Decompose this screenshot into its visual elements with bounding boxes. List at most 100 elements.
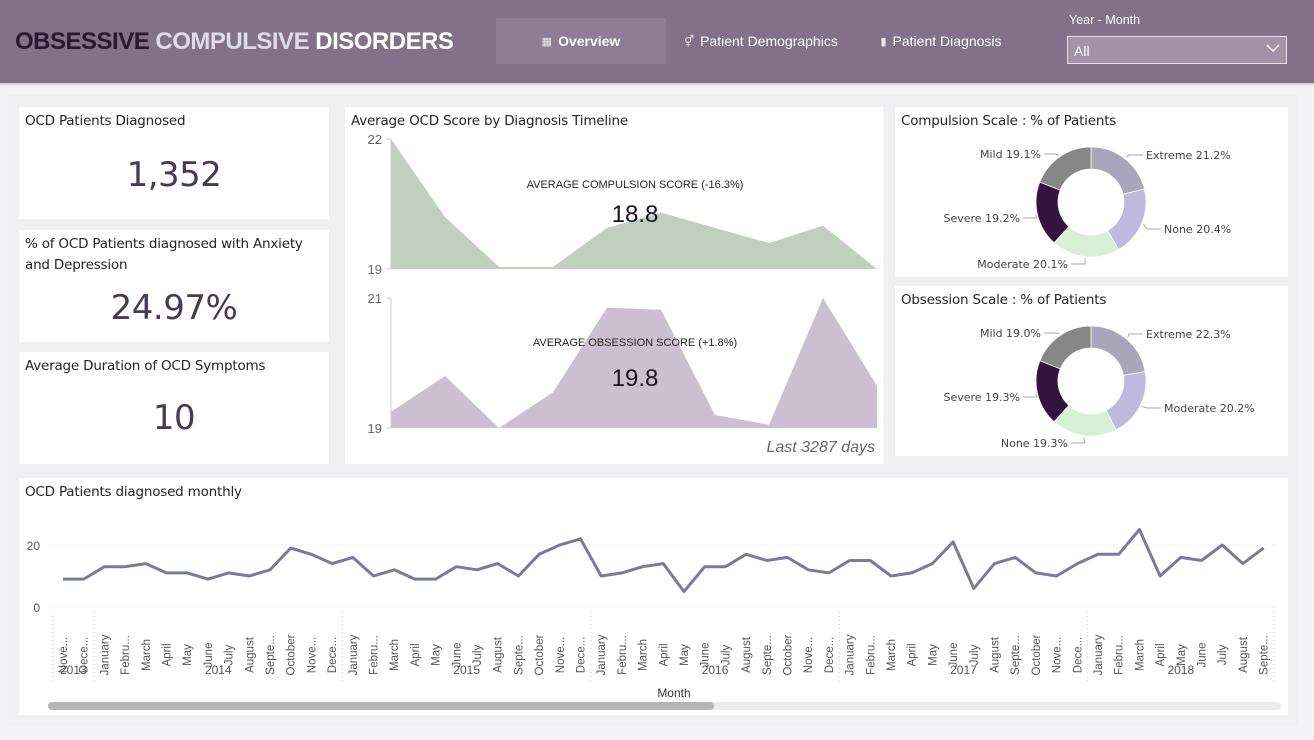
monthly-series-line — [63, 528, 1265, 593]
xtick-label: Dece... — [327, 637, 339, 673]
report-canvas: OCD Patients Diagnosed 1,352 % of OCD Pa… — [8, 95, 1299, 726]
kpi-value: 10 — [152, 398, 196, 438]
score-area-charts: 22 19 21 19 — [368, 132, 877, 436]
compulsion-ytick-label: 22 — [368, 132, 382, 147]
xtick-label: March — [638, 639, 650, 671]
xtick-label: Dece... — [576, 637, 588, 673]
kpi-value: 24.97% — [110, 288, 238, 328]
monthly-diagnosis-card: OCD Patients diagnosed monthly 20 0 Nove..… — [19, 478, 1288, 715]
xtick-label: May — [1176, 644, 1188, 666]
donut-label-none: None 20.4% — [1164, 223, 1231, 236]
kpi-card-patients-diagnosed: OCD Patients Diagnosed 1,352 — [19, 107, 329, 219]
xtick-label: April — [907, 643, 919, 666]
compulsion-donut-chart: Extreme 21.2% None 20.4% Moderate 20.1% Sev… — [943, 146, 1231, 271]
donut-label-severe: Severe 19.2% — [943, 212, 1020, 225]
table-icon: ▦ — [541, 35, 553, 48]
horizontal-scrollbar[interactable] — [48, 702, 1281, 710]
dashboard-title: OBSESSIVE COMPULSIVE DISORDERS — [15, 28, 454, 56]
title-word-obsessive: OBSESSIVE — [15, 28, 150, 55]
xtick-label: Septe... — [762, 635, 774, 675]
donut-leader-line — [1125, 154, 1143, 158]
donut-label-mild: Mild 19.0% — [980, 327, 1041, 340]
xtick-label: July — [720, 645, 732, 666]
year-month-dropdown[interactable]: All — [1067, 36, 1287, 64]
xtick-label: Nove... — [555, 637, 567, 673]
xtick-label: June — [700, 643, 712, 668]
title-word-compulsive: COMPULSIVE — [155, 28, 310, 55]
donut-label-moderate: Moderate 20.1% — [977, 258, 1068, 271]
xtick-label: April — [162, 643, 174, 666]
donut-leader-line — [1127, 333, 1143, 338]
nav-patient-demographics[interactable]: ⚥ Patient Demographics — [676, 18, 846, 64]
xtick-label: August — [1238, 636, 1250, 673]
xtick-label: May — [927, 644, 939, 666]
obsession-score-value: 19.8 — [611, 365, 659, 392]
xtick-label: August — [244, 636, 256, 673]
xtick-label: Febru... — [865, 635, 877, 675]
donut-leader-line — [1023, 214, 1038, 219]
compulsion-area — [391, 139, 877, 269]
compulsion-score-label: AVERAGE COMPULSION SCORE (-16.3%) — [526, 179, 744, 191]
kpi-title: OCD Patients Diagnosed — [25, 113, 186, 129]
xtick-label: April — [410, 643, 422, 666]
xtick-label: March — [1134, 639, 1146, 671]
obsession-donut-title: Obsession Scale : % of Patients — [901, 292, 1107, 308]
xtick-label: August — [741, 636, 753, 673]
kpi-title: % of OCD Patients diagnosed with Anxiety… — [25, 236, 303, 273]
donut-leader-line — [1141, 405, 1161, 409]
donut-leader-line — [1023, 393, 1038, 398]
xtick-label: May — [182, 644, 194, 666]
compulsion-score-value: 18.8 — [611, 201, 659, 228]
kpi-value: 1,352 — [126, 155, 222, 195]
xtick-label: May — [679, 644, 691, 666]
score-timeline-card: Average OCD Score by Diagnosis Timeline … — [345, 107, 883, 464]
nav-patient-diagnosis[interactable]: ▮ Patient Diagnosis — [866, 18, 1016, 64]
xtick-label: June — [1197, 643, 1209, 668]
donut-leader-line — [1044, 153, 1059, 156]
xtick-label: Dece... — [824, 637, 836, 673]
xtick-label: Septe... — [265, 635, 277, 675]
year-month-filter-label: Year - Month — [1069, 13, 1141, 27]
scrollbar-thumb[interactable] — [48, 702, 714, 710]
donut-leader-line — [1143, 224, 1161, 230]
donut-label-extreme: Extreme 21.2% — [1146, 149, 1231, 162]
year-label: 2017 — [950, 663, 977, 677]
xtick-label: January — [1093, 634, 1105, 675]
obsession-ytick-label: 19 — [368, 421, 382, 436]
year-label: 2015 — [453, 663, 480, 677]
chevron-down-icon — [1266, 44, 1280, 52]
xtick-label: July — [1217, 645, 1229, 666]
title-word-disorders: DISORDERS — [315, 28, 454, 55]
xtick-label: Febru... — [1114, 635, 1126, 675]
xtick-label: October — [534, 634, 546, 675]
header-bar: OBSESSIVE COMPULSIVE DISORDERS ▦ Overvie… — [0, 0, 1314, 85]
donut-slice-mild — [1039, 325, 1092, 370]
xtick-label: August — [990, 636, 1002, 673]
donut-leader-line — [1071, 258, 1086, 265]
monthly-title: OCD Patients diagnosed monthly — [25, 484, 242, 500]
timeline-title: Average OCD Score by Diagnosis Timeline — [351, 113, 628, 129]
nav-diagnosis-label: Patient Diagnosis — [892, 33, 1002, 49]
donut-label-extreme: Extreme 22.3% — [1146, 328, 1231, 341]
obsession-area — [391, 298, 877, 428]
xtick-label: March — [141, 639, 153, 671]
donut-slice-mild — [1039, 146, 1092, 191]
nav-demographics-label: Patient Demographics — [700, 33, 838, 49]
kpi-card-anxiety-depression: % of OCD Patients diagnosed with Anxiety… — [19, 230, 329, 342]
xtick-label: October — [286, 634, 298, 675]
xtick-label: March — [886, 639, 898, 671]
year-label: 2016 — [702, 663, 729, 677]
nav-overview-label: Overview — [558, 33, 621, 49]
year-month-selected-value: All — [1074, 43, 1090, 59]
nav-overview[interactable]: ▦ Overview — [496, 18, 666, 64]
donut-slice-extreme — [1090, 325, 1146, 376]
monthly-line-chart: 20 0 Nove... Dece... January Febru... March Apr… — [27, 528, 1277, 700]
obsession-score-label: AVERAGE OBSESSION SCORE (+1.8%) — [532, 337, 738, 349]
xtick-label: Septe... — [513, 635, 525, 675]
year-label: 2014 — [205, 663, 232, 677]
xtick-label: January — [845, 634, 857, 675]
obsession-ytick-label: 21 — [368, 291, 382, 306]
year-label: 2013 — [60, 663, 87, 677]
obsession-donut-chart: Extreme 22.3% Moderate 20.2% None 19.3% Sev… — [943, 325, 1255, 450]
ytick-label: 20 — [27, 539, 41, 553]
